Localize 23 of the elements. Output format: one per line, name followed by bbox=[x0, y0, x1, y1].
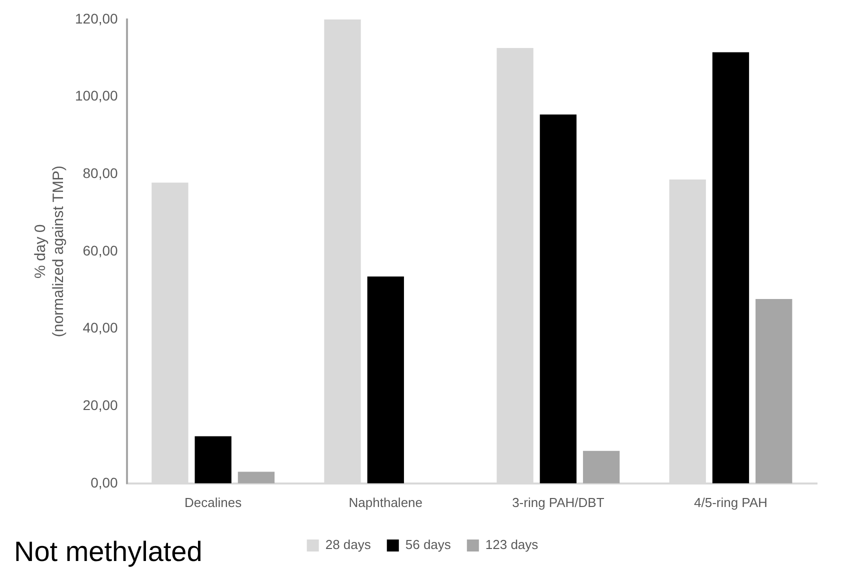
bar bbox=[238, 472, 275, 484]
legend-label: 28 days bbox=[325, 537, 372, 552]
bar bbox=[712, 52, 750, 484]
y-tick-label: 80,00 bbox=[82, 164, 118, 181]
bar bbox=[582, 450, 620, 484]
bar bbox=[756, 298, 792, 484]
x-tick-label: Naphthalene bbox=[348, 494, 423, 510]
bar bbox=[367, 276, 404, 484]
y-tick-label: 120,00 bbox=[74, 10, 118, 26]
bar bbox=[540, 114, 577, 484]
y-tick-label: 20,00 bbox=[82, 396, 118, 413]
legend-label: 56 days bbox=[405, 537, 452, 552]
bar bbox=[194, 436, 232, 484]
x-tick-label: 3-ring PAH/DBT bbox=[512, 494, 604, 510]
x-tick-label: 4/5-ring PAH bbox=[694, 494, 768, 510]
y-axis-title: % day 0 (normalized against TMP) bbox=[32, 166, 68, 338]
y-tick-label: 60,00 bbox=[82, 242, 118, 258]
y-tick-label: 100,00 bbox=[74, 88, 118, 104]
x-tick-label: Decalines bbox=[184, 494, 242, 510]
legend-label: 123 days bbox=[485, 537, 539, 552]
text: Not methylated bbox=[14, 536, 202, 568]
y-tick-label: 40,00 bbox=[82, 320, 118, 336]
y-tick-label: 0,00 bbox=[90, 474, 118, 490]
